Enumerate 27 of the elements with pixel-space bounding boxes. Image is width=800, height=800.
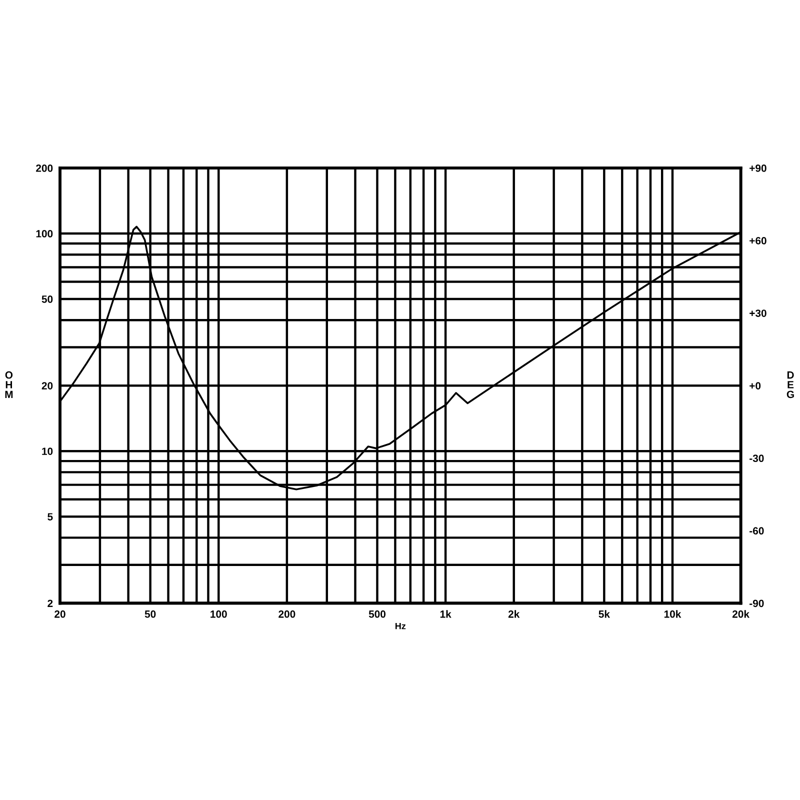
y2-tick-label: -30 [750,454,764,462]
y-tick-label: 10 [42,448,53,455]
x-axis-title: Hz [395,622,406,630]
x-tick-label: 100 [210,610,227,618]
x-tick-label: 500 [368,610,386,618]
y2-tick-label: +90 [750,164,766,172]
x-tick-label: 200 [278,610,296,618]
y2-tick-label: +0 [750,382,761,390]
y-tick-label: 2 [48,600,53,607]
y-tick-label: 5 [48,513,53,520]
y2-axis-title: DEG [786,371,794,398]
x-tick-label: 20 [54,610,66,618]
y-tick-label: 50 [42,296,53,303]
x-tick-label: 10k [664,610,682,618]
x-tick-label: 50 [144,610,156,618]
y2-tick-label: +30 [750,310,766,317]
x-tick-label: 5k [598,610,610,618]
y2-tick-label: +60 [750,237,766,244]
y-tick-label: 100 [36,230,53,238]
y2-tick-label: -60 [750,527,764,535]
x-tick-label: 1k [440,610,452,618]
x-tick-label: 2k [508,610,520,618]
x-tick-label: 20k [732,610,750,618]
y-axis-title: OHM [5,371,13,398]
y-tick-label: 20 [42,382,53,390]
y-tick-label: 200 [36,164,53,172]
y2-tick-label: -90 [750,600,764,608]
